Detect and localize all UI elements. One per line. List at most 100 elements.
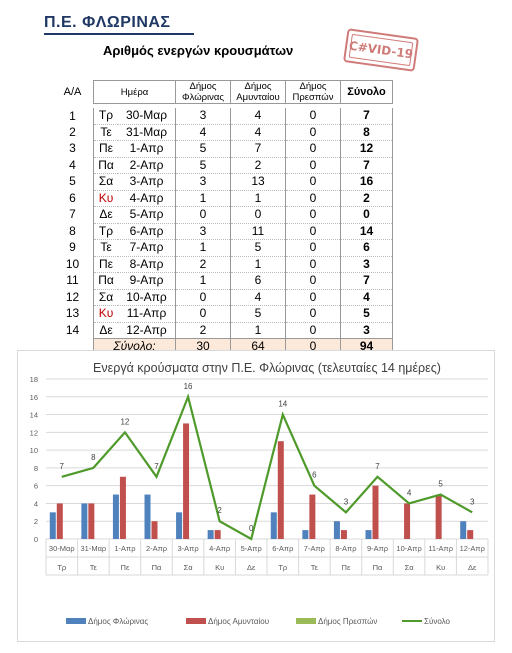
x-tick-label: 31-Μαρ: [81, 544, 107, 553]
row-amyntaio: 4: [230, 108, 286, 125]
row-date: 9-Απρ: [118, 272, 176, 290]
row-florina: 1: [175, 239, 231, 257]
y-tick-label: 0: [34, 535, 38, 544]
row-prespes: 0: [285, 256, 341, 273]
header-underline: [44, 33, 194, 35]
row-total: 0: [340, 206, 393, 224]
row-total: 7: [340, 108, 393, 125]
row-date: 2-Απρ: [118, 157, 176, 174]
y-tick-label: 14: [30, 411, 38, 420]
row-date: 1-Απρ: [118, 140, 176, 158]
row-total: 14: [340, 223, 393, 240]
row-amyntaio: 11: [230, 223, 286, 240]
x-tick-label-day: Κυ: [436, 563, 445, 572]
row-prespes: 0: [285, 289, 341, 306]
bar-amyntaio: [119, 476, 126, 539]
y-tick-label: 18: [30, 375, 38, 384]
row-florina: 2: [175, 256, 231, 273]
table-row: 10 Πε 8-Απρ 2 1 0 3: [52, 256, 393, 273]
row-florina: 5: [175, 140, 231, 158]
legend-swatch: [66, 618, 86, 624]
bar-amyntaio: [435, 494, 442, 539]
table-row: 5 Σα 3-Απρ 3 13 0 16: [52, 173, 393, 191]
bar-amyntaio: [372, 485, 379, 539]
row-total: 3: [340, 256, 393, 273]
header-title: Π.Ε. ΦΛΩΡΙΝΑΣ: [44, 14, 171, 31]
row-day: Τρ: [93, 223, 118, 240]
col-florina: Δήμος Φλώρινας: [175, 80, 231, 104]
col-amyntaio: Δήμος Αμυνταίου: [230, 80, 286, 104]
data-label-total: 5: [438, 480, 443, 489]
y-tick-label: 16: [30, 393, 38, 402]
bar-florina: [81, 503, 88, 539]
col-day: Ημέρα: [93, 80, 176, 104]
table-row: 8 Τρ 6-Απρ 3 11 0 14: [52, 223, 393, 240]
data-label-total: 16: [184, 382, 193, 391]
x-tick-label: 30-Μαρ: [49, 544, 75, 553]
data-label-total: 6: [312, 471, 317, 480]
row-aa: 5: [69, 174, 76, 189]
table-subtitle: Αριθμός ενεργών κρουσμάτων: [103, 43, 294, 58]
x-tick-label-day: Πα: [373, 563, 383, 572]
row-prespes: 0: [285, 157, 341, 174]
table-row: 3 Πε 1-Απρ 5 7 0 12: [52, 140, 393, 158]
bar-amyntaio: [277, 441, 284, 539]
row-day: Σα: [93, 173, 118, 191]
row-prespes: 0: [285, 140, 341, 158]
x-tick-label-day: Πε: [121, 563, 130, 572]
row-prespes: 0: [285, 239, 341, 257]
row-amyntaio: 0: [230, 206, 286, 224]
bar-amyntaio: [214, 530, 221, 539]
table-row: 9 Τε 7-Απρ 1 5 0 6: [52, 239, 393, 257]
row-day: Τρ: [93, 108, 118, 125]
row-florina: 4: [175, 124, 231, 141]
row-prespes: 0: [285, 124, 341, 141]
bar-florina: [176, 512, 183, 539]
x-tick-label-day: Σα: [405, 563, 415, 572]
row-total: 16: [340, 173, 393, 191]
x-tick-label-day: Δε: [247, 563, 256, 572]
row-prespes: 0: [285, 108, 341, 125]
row-aa: 1: [69, 108, 76, 123]
table-row: 13 Κυ 11-Απρ 0 5 0 5: [52, 305, 393, 323]
x-tick-label-day: Τρ: [278, 563, 287, 572]
row-day: Τε: [93, 124, 118, 141]
legend-label: Δήμος Φλώρινας: [88, 617, 148, 626]
legend-swatch: [186, 618, 206, 624]
data-label-total: 7: [375, 462, 380, 471]
bar-amyntaio: [309, 494, 316, 539]
y-tick-label: 2: [34, 517, 38, 526]
row-date: 3-Απρ: [118, 173, 176, 191]
row-florina: 1: [175, 190, 231, 207]
y-tick-label: 4: [34, 499, 38, 508]
bar-florina: [302, 530, 309, 539]
row-aa: 13: [65, 306, 80, 321]
legend-label: Δήμος Αμυνταίου: [208, 617, 269, 626]
y-tick-label: 8: [34, 464, 38, 473]
x-tick-label: 6-Απρ: [272, 544, 293, 553]
row-day: Δε: [93, 322, 118, 339]
x-tick-label-day: Τε: [311, 563, 319, 572]
row-florina: 3: [175, 173, 231, 191]
table-row: 7 Δε 5-Απρ 0 0 0 0: [52, 206, 393, 224]
row-florina: 3: [175, 108, 231, 125]
x-tick-label: 4-Απρ: [209, 544, 230, 553]
x-tick-label: 2-Απρ: [146, 544, 167, 553]
row-day: Σα: [93, 289, 118, 306]
row-florina: 1: [175, 272, 231, 290]
row-amyntaio: 4: [230, 289, 286, 306]
row-aa: 4: [69, 157, 76, 172]
bar-florina: [270, 512, 277, 539]
row-aa: 10: [65, 256, 80, 271]
x-tick-label-day: Τρ: [57, 563, 66, 572]
row-date: 4-Απρ: [118, 190, 176, 207]
row-aa: 12: [65, 289, 80, 304]
bar-amyntaio: [151, 521, 158, 539]
x-tick-label: 11-Απρ: [428, 544, 453, 553]
table-row: 4 Πα 2-Απρ 5 2 0 7: [52, 157, 393, 174]
row-date: 31-Μαρ: [118, 124, 176, 141]
row-day: Κυ: [93, 190, 118, 207]
chart-title: Ενεργά κρούσματα στην Π.Ε. Φλώρινας (τελ…: [93, 361, 441, 375]
row-amyntaio: 4: [230, 124, 286, 141]
row-date: 8-Απρ: [118, 256, 176, 273]
